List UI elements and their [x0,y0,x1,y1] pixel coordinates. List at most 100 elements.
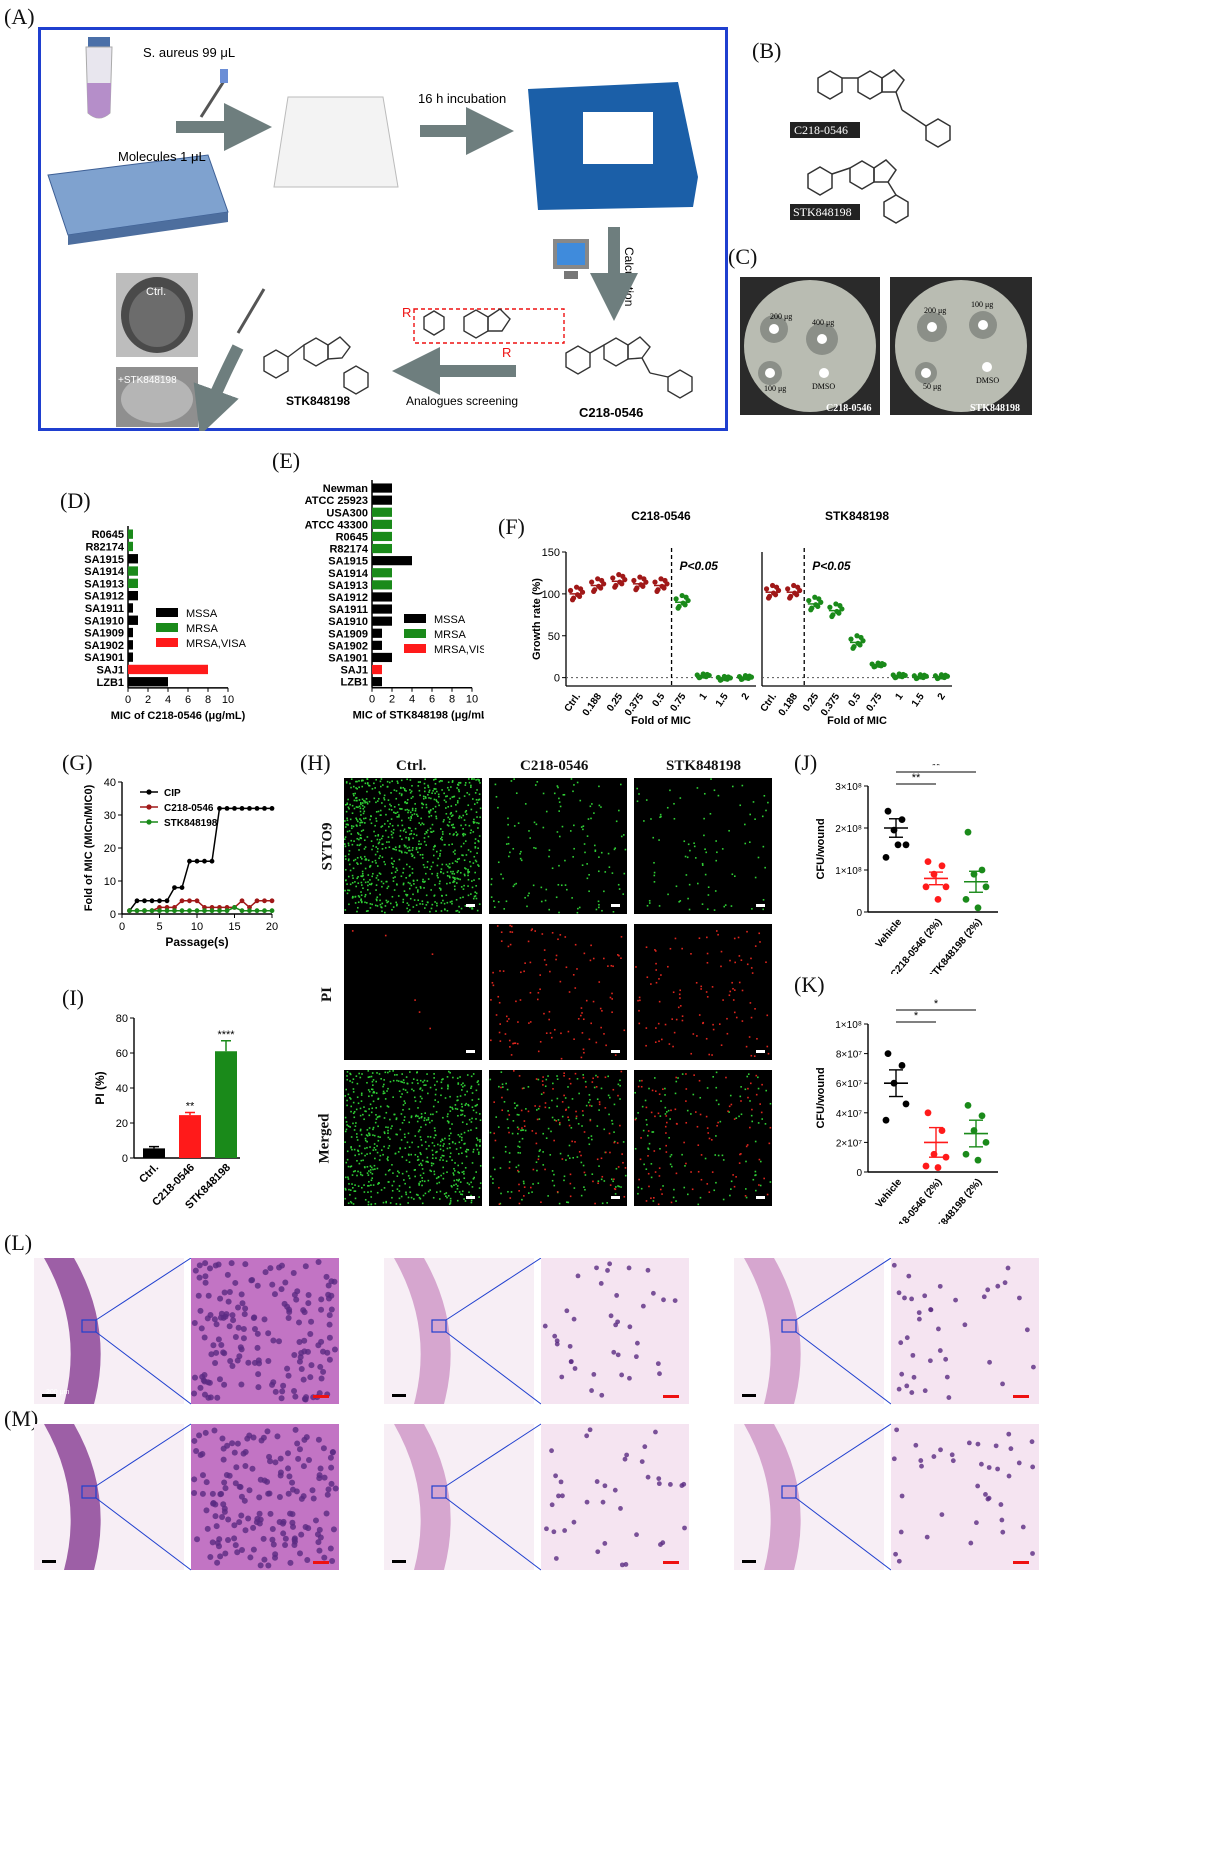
green-cell [381,843,384,846]
green-cell [357,901,360,904]
green-cell [352,1112,355,1115]
cell-nucleus [332,1485,339,1492]
green-cell [410,1115,413,1117]
green-cell [423,797,425,800]
green-cell [396,780,399,783]
green-cell [408,849,410,852]
green-cell [449,1197,452,1200]
green-cell [412,906,415,908]
green-cell [419,853,422,856]
tube-label: S. aureus 99 μL [143,45,235,60]
green-cell [364,901,366,904]
red-cell [539,988,541,991]
red-cell [720,1044,723,1046]
legend-label: STK848198 [164,818,218,829]
green-cell [701,903,704,905]
green-cell [451,862,454,865]
red-cell [616,1142,619,1144]
green-cell [759,1184,762,1187]
cell-nucleus [584,1433,590,1439]
plate1-label-0: 200 μg [770,312,792,321]
green-cell [462,814,465,817]
scale-bar [611,1196,620,1199]
green-cell [683,1186,686,1189]
green-cell [556,785,559,787]
green-cell [405,877,407,879]
green-cell [474,871,476,874]
cell-nucleus [924,1534,930,1540]
cell-nucleus [896,1290,902,1296]
green-cell [472,831,475,833]
green-cell [459,1135,461,1138]
green-cell [453,888,456,891]
cell-nucleus [1000,1529,1006,1535]
x-tick-label: 1 [893,691,905,702]
green-cell [378,857,380,860]
green-cell [600,806,602,808]
green-cell [438,795,440,798]
green-cell [757,1122,760,1124]
green-cell [348,858,350,861]
green-cell [573,1187,576,1189]
green-cell [458,1172,461,1174]
green-cell [363,1166,366,1168]
cell-nucleus [949,1452,955,1458]
data-point [202,858,207,864]
green-cell [507,842,510,845]
green-cell [356,825,358,827]
green-cell [414,1115,417,1118]
green-cell [349,869,352,872]
green-cell [449,1110,452,1112]
green-cell [572,790,574,793]
cell-nucleus [320,1368,327,1375]
green-cell [457,1153,460,1155]
green-cell [472,1177,475,1180]
data-point [262,806,267,811]
green-cell [613,848,616,851]
data-point [962,1150,970,1158]
green-cell [445,812,448,815]
legend-swatch [156,638,178,647]
green-cell [667,893,669,896]
green-cell [420,1162,422,1165]
green-cell [453,1179,456,1182]
green-cell [360,901,363,904]
cell-nucleus [619,1562,625,1568]
green-cell [383,1187,386,1189]
red-cell [693,1074,695,1076]
green-cell [445,807,447,809]
cell-nucleus [211,1427,218,1434]
green-cell [648,1087,650,1090]
red-cell [665,1151,668,1153]
green-cell [349,1080,351,1082]
green-cell [373,1090,375,1093]
green-cell [344,909,347,911]
cell-nucleus [207,1394,214,1401]
cell-nucleus [658,1542,663,1547]
cell-nucleus [627,1375,632,1381]
bar [128,664,208,675]
green-cell [388,841,390,843]
green-cell [637,1186,640,1189]
cell-nucleus [560,1493,565,1499]
green-cell [478,903,481,905]
red-cell [582,1048,585,1051]
green-cell [355,787,357,789]
cell-nucleus [236,1519,243,1526]
cell-nucleus [217,1553,224,1560]
green-cell [347,1202,350,1205]
red-cell [569,1173,572,1176]
green-cell [467,1148,470,1151]
green-cell [670,1153,673,1156]
data-point [829,613,835,620]
green-cell [646,904,649,907]
green-cell [427,1118,430,1121]
green-cell [369,1146,371,1148]
green-cell [354,1184,356,1186]
green-cell [360,894,363,897]
x-tick-label: 1.5 [714,691,731,709]
red-cell [639,1158,642,1161]
red-cell [492,971,494,974]
green-cell [381,848,384,850]
green-cell [471,907,473,910]
